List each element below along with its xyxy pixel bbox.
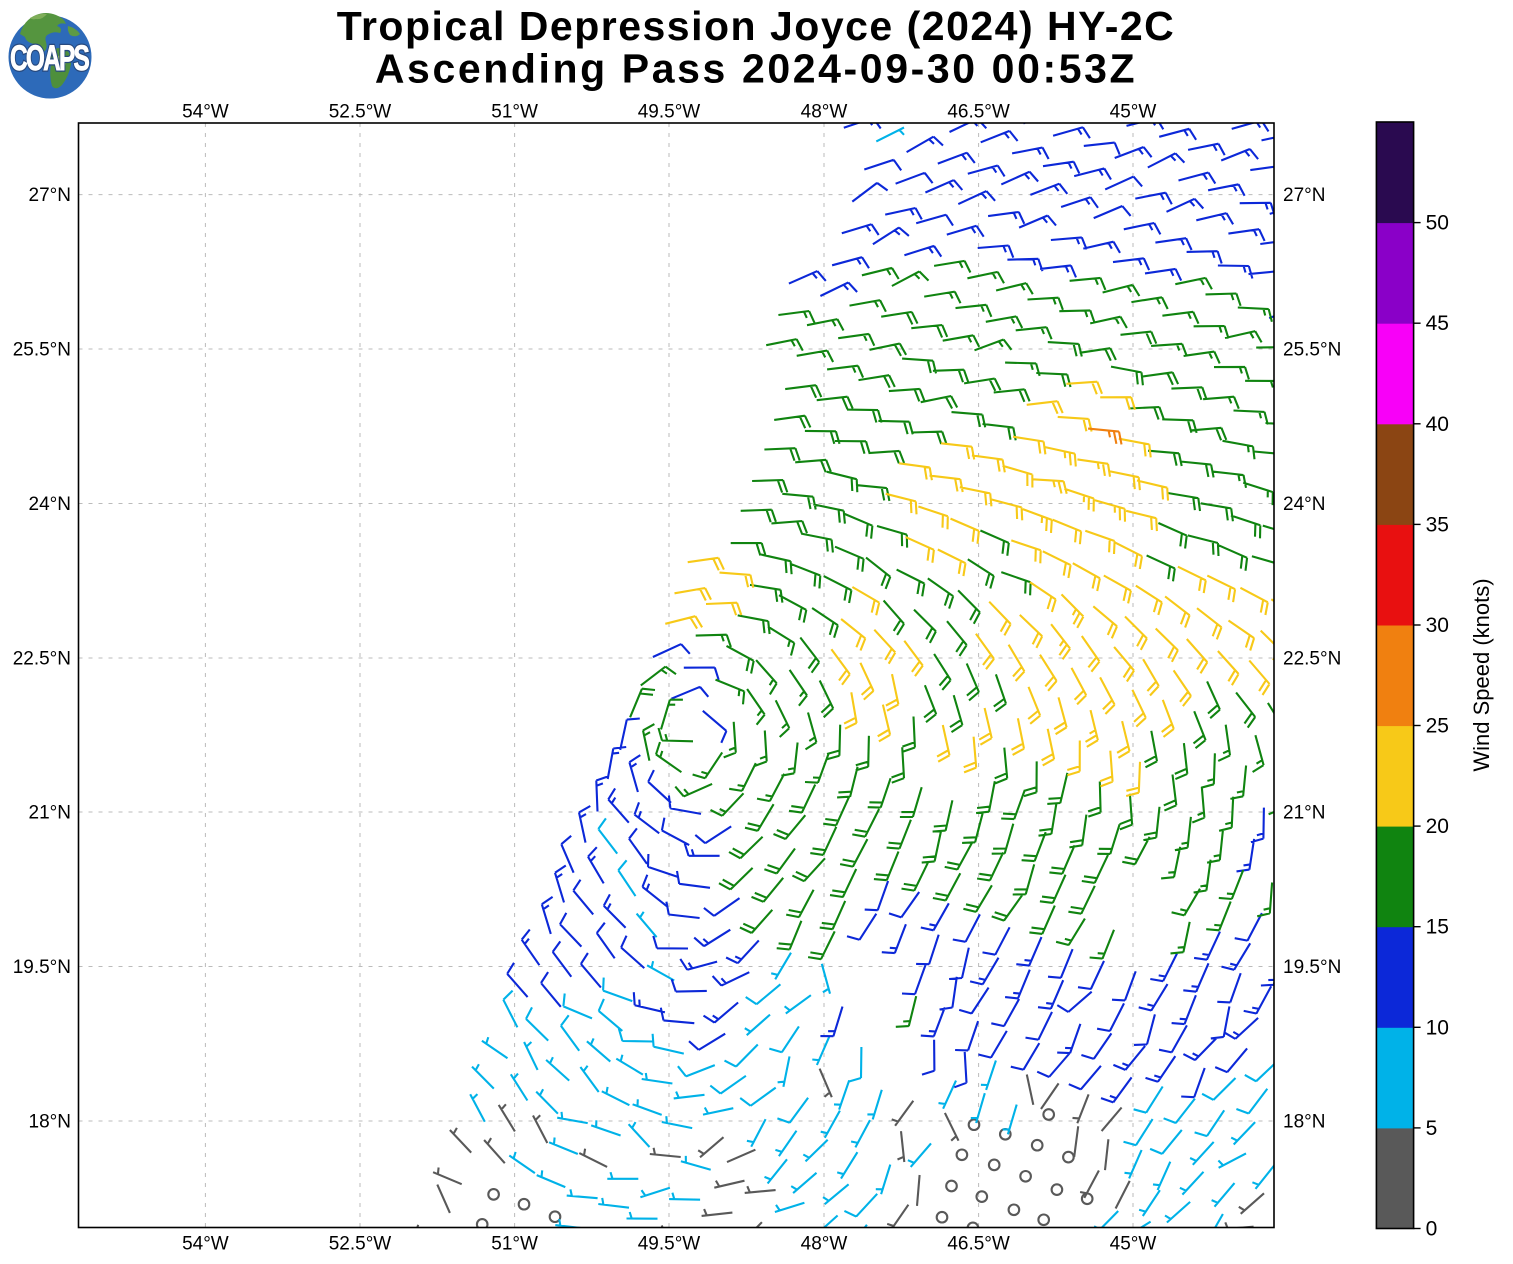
svg-text:25.5°N: 25.5°N (13, 340, 71, 361)
svg-text:5: 5 (1426, 1117, 1438, 1140)
svg-text:50: 50 (1426, 212, 1449, 235)
svg-text:27°N: 27°N (29, 185, 71, 206)
svg-text:54°W: 54°W (182, 102, 229, 123)
svg-text:10: 10 (1426, 1016, 1449, 1039)
svg-text:20: 20 (1426, 815, 1449, 838)
svg-text:18°N: 18°N (1283, 1112, 1325, 1133)
svg-text:54°W: 54°W (182, 1234, 229, 1255)
svg-text:24°N: 24°N (29, 494, 71, 515)
svg-text:48°W: 48°W (801, 102, 848, 123)
svg-text:Wind Speed (knots): Wind Speed (knots) (1469, 578, 1494, 771)
svg-text:Ascending Pass 2024-09-30 00:5: Ascending Pass 2024-09-30 00:53Z (375, 46, 1137, 92)
svg-text:46.5°W: 46.5°W (947, 102, 1010, 123)
svg-text:24°N: 24°N (1283, 494, 1325, 515)
svg-text:15: 15 (1426, 916, 1449, 939)
svg-text:COAPS: COAPS (10, 39, 89, 78)
svg-text:30: 30 (1426, 614, 1449, 637)
svg-text:52.5°W: 52.5°W (329, 1234, 392, 1255)
svg-text:22.5°N: 22.5°N (1283, 649, 1341, 670)
svg-text:48°W: 48°W (801, 1234, 848, 1255)
svg-text:45°W: 45°W (1110, 102, 1157, 123)
svg-text:45°W: 45°W (1110, 1234, 1157, 1255)
svg-text:25: 25 (1426, 715, 1449, 738)
svg-text:27°N: 27°N (1283, 185, 1325, 206)
svg-text:52.5°W: 52.5°W (329, 102, 392, 123)
svg-text:18°N: 18°N (29, 1112, 71, 1133)
svg-text:0: 0 (1426, 1218, 1438, 1241)
svg-text:40: 40 (1426, 413, 1449, 436)
svg-text:46.5°W: 46.5°W (947, 1234, 1010, 1255)
svg-text:19.5°N: 19.5°N (1283, 957, 1341, 978)
svg-text:49.5°W: 49.5°W (638, 1234, 701, 1255)
svg-text:22.5°N: 22.5°N (13, 649, 71, 670)
svg-text:25.5°N: 25.5°N (1283, 340, 1341, 361)
svg-text:49.5°W: 49.5°W (638, 102, 701, 123)
svg-text:51°W: 51°W (491, 102, 538, 123)
svg-text:Tropical Depression Joyce (202: Tropical Depression Joyce (2024) HY-2C (337, 3, 1176, 49)
svg-text:COAPS: COAPS (10, 39, 89, 78)
svg-text:51°W: 51°W (491, 1234, 538, 1255)
svg-text:19.5°N: 19.5°N (13, 957, 71, 978)
svg-text:21°N: 21°N (29, 803, 71, 824)
svg-text:35: 35 (1426, 513, 1449, 536)
svg-text:21°N: 21°N (1283, 803, 1325, 824)
svg-text:45: 45 (1426, 312, 1449, 335)
